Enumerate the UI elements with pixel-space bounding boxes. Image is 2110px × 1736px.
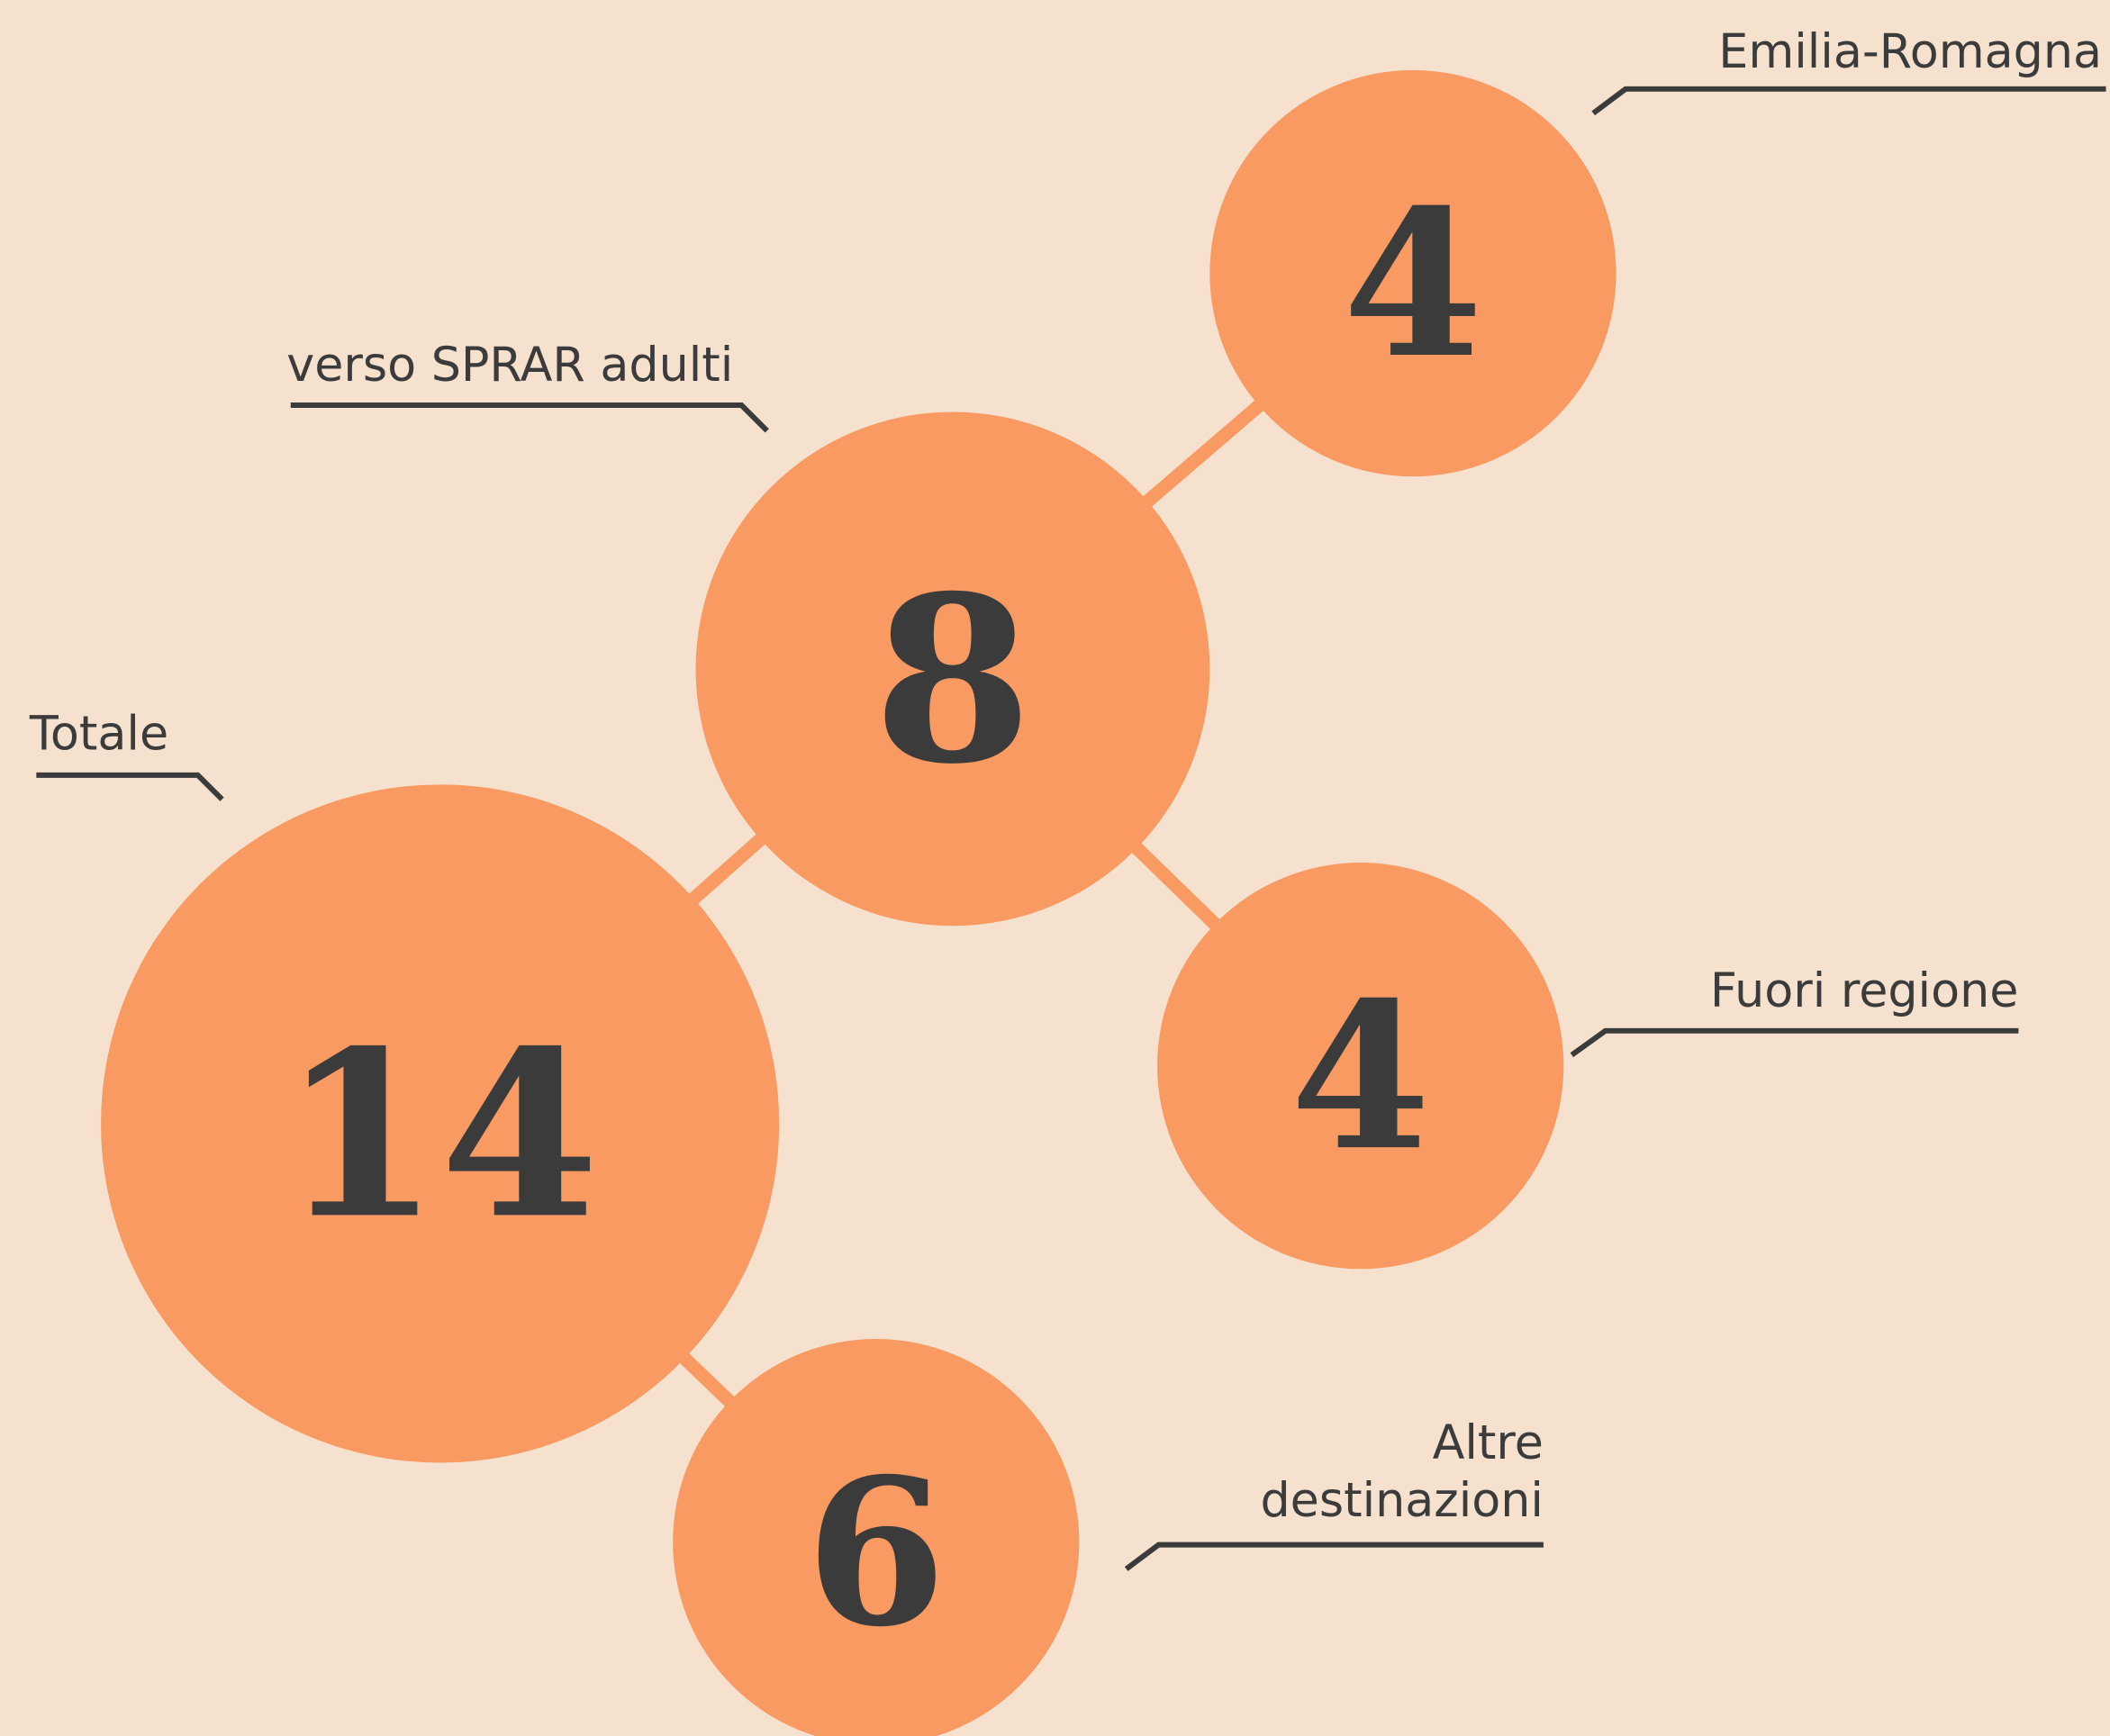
bubble: [1157, 863, 1564, 1270]
bubble: [673, 1339, 1080, 1736]
bubble-value: 4: [1343, 166, 1483, 402]
node-label: Totale: [29, 707, 168, 762]
bubble-value: 14: [281, 999, 599, 1269]
node-label: destinazioni: [1261, 1473, 1544, 1528]
node-label: Fuori regione: [1710, 963, 2018, 1018]
leader-line: [290, 402, 769, 433]
node-label: verso SPRAR adulti: [286, 338, 733, 393]
bubble: [101, 784, 780, 1463]
bubble-value: 8: [874, 545, 1033, 814]
leader-line: [36, 772, 224, 801]
bubble: [1209, 69, 1616, 477]
leader-line: [1591, 86, 2106, 116]
node-label: Emilia-Romagna: [1718, 24, 2102, 79]
node-label: Altre: [1433, 1415, 1544, 1470]
leader-line: [1124, 1542, 1544, 1571]
bubble-value: 6: [806, 1434, 946, 1671]
leader-line: [1570, 1027, 2019, 1058]
bubble-value: 4: [1290, 958, 1431, 1195]
bubble: [695, 411, 1210, 927]
